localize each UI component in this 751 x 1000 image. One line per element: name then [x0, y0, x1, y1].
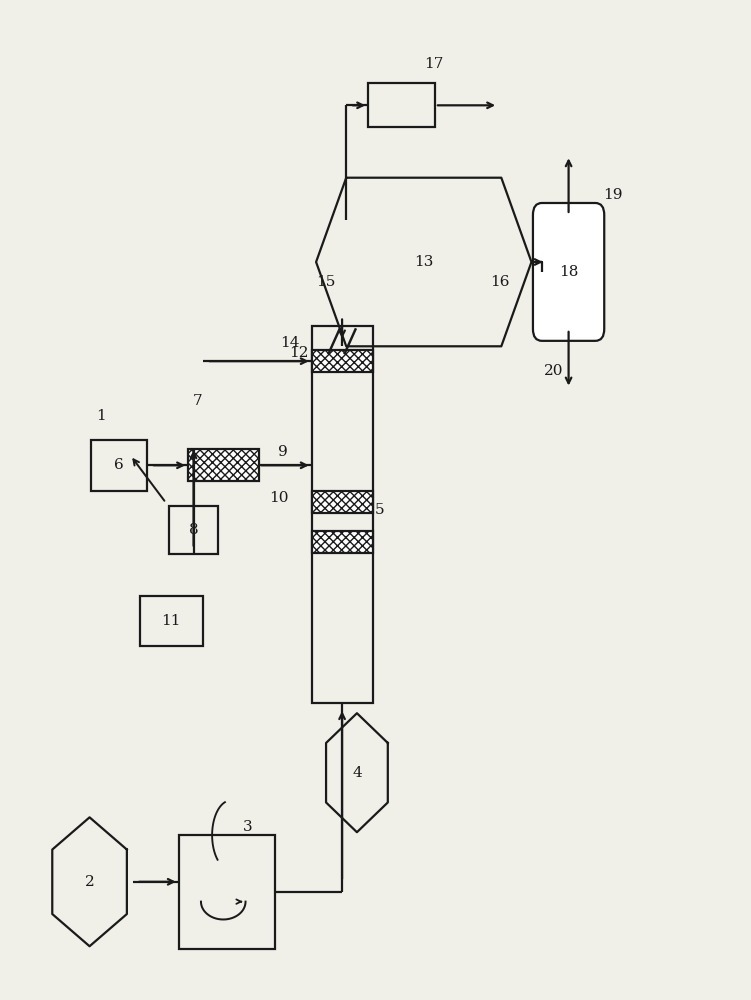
Text: 19: 19 [603, 188, 623, 202]
Text: 5: 5 [375, 503, 384, 517]
Text: 4: 4 [352, 766, 362, 780]
Bar [312, 491, 372, 513]
Bar [368, 84, 435, 127]
Bar [140, 596, 203, 646]
Text: 10: 10 [269, 491, 288, 505]
Text: 6: 6 [114, 458, 124, 472]
Text: 11: 11 [161, 614, 181, 628]
Text: 7: 7 [192, 394, 202, 408]
Bar [312, 326, 372, 703]
Text: 8: 8 [189, 523, 198, 537]
Text: 17: 17 [424, 57, 443, 71]
Text: 18: 18 [559, 265, 578, 279]
Bar [179, 835, 275, 949]
Text: 12: 12 [289, 346, 309, 360]
Text: 13: 13 [414, 255, 433, 269]
Text: 16: 16 [490, 275, 510, 289]
Bar [170, 506, 218, 554]
Text: 1: 1 [96, 409, 106, 423]
Bar [188, 449, 258, 481]
Text: 2: 2 [85, 875, 95, 889]
Text: 20: 20 [544, 364, 563, 378]
Bar [92, 440, 147, 491]
Text: 9: 9 [278, 445, 288, 459]
Bar [312, 531, 372, 553]
FancyBboxPatch shape [533, 203, 605, 341]
Text: 3: 3 [243, 820, 252, 834]
Text: 14: 14 [280, 336, 300, 350]
Text: 15: 15 [316, 275, 336, 289]
Bar [312, 350, 372, 372]
